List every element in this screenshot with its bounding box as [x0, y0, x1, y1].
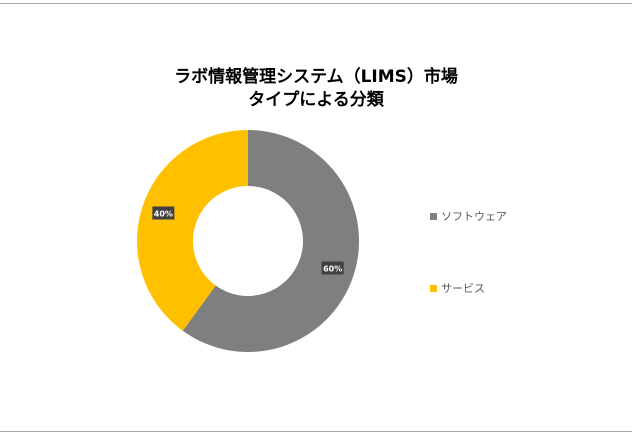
- svg-text:40%: 40%: [154, 209, 173, 218]
- legend-swatch-software: [430, 212, 437, 220]
- chart-title: ラボ情報管理システム（LIMS）市場 タイプによる分類: [0, 66, 632, 112]
- slice-software: [182, 130, 360, 353]
- top-border: [0, 3, 632, 4]
- data-label-service: 40%: [152, 206, 175, 220]
- legend-swatch-service: [430, 284, 437, 292]
- data-label-software: 60%: [321, 261, 344, 275]
- bottom-border: [0, 431, 632, 432]
- legend-item-service: サービス: [430, 280, 485, 296]
- legend-item-software: ソフトウェア: [430, 208, 507, 224]
- legend-label-service: サービス: [441, 282, 485, 295]
- chart-title-line-2: タイプによる分類: [248, 90, 384, 110]
- svg-text:60%: 60%: [323, 265, 342, 274]
- chart-title-line-1: ラボ情報管理システム（LIMS）市場: [174, 67, 458, 87]
- legend-label-software: ソフトウェア: [441, 210, 507, 223]
- slice-service: [137, 130, 248, 331]
